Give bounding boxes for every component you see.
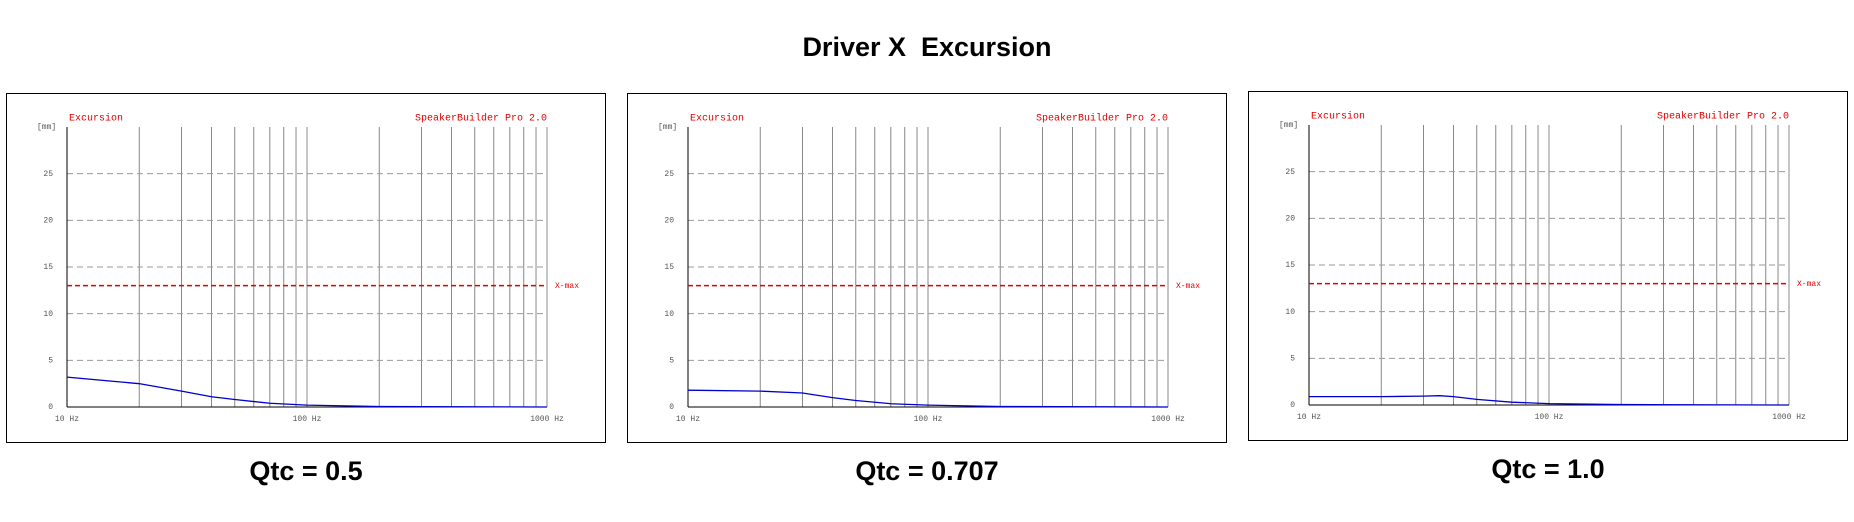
chart-subtitle: SpeakerBuilder Pro 2.0 (415, 113, 547, 125)
y-tick-label: 20 (664, 216, 674, 225)
y-tick-label: 20 (43, 216, 53, 225)
chart-title: Excursion (1311, 111, 1365, 123)
x-tick-label: 1000 Hz (1151, 415, 1185, 424)
y-tick-label: 25 (43, 170, 53, 179)
excursion-line (687, 389, 1169, 408)
y-tick-label: 10 (43, 310, 53, 319)
x-tick-label: 100 Hz (1535, 413, 1564, 422)
y-tick-label: 0 (1290, 401, 1295, 410)
y-axis-label: [mm] (37, 123, 56, 132)
x-tick-label: 100 Hz (293, 415, 322, 424)
y-tick-label: 15 (1285, 261, 1295, 270)
y-tick-label: 10 (664, 310, 674, 319)
y-tick-label: 5 (669, 356, 674, 365)
page-title: Driver X Excursion (802, 32, 1052, 62)
x-tick-label: 1000 Hz (1772, 413, 1806, 422)
chart-title: Excursion (69, 113, 123, 125)
chart-caption: Qtc = 1.0 (1491, 454, 1605, 484)
excursion-line (1309, 395, 1790, 406)
y-tick-label: 25 (1285, 168, 1295, 177)
chart: Excursion SpeakerBuilder Pro 2.0 [mm] 10 Hz… (1279, 111, 1821, 422)
y-tick-label: 15 (43, 263, 53, 272)
y-tick-label: 0 (669, 403, 674, 412)
chart-panel: Excursion SpeakerBuilder Pro 2.0 [mm] 10 Hz… (6, 93, 606, 443)
y-tick-label: 0 (48, 403, 53, 412)
excursion-line (66, 376, 548, 408)
y-axis-label: [mm] (658, 123, 677, 132)
x-tick-label: 10 Hz (676, 415, 700, 424)
x-tick-label: 1000 Hz (530, 415, 564, 424)
y-tick-label: 5 (48, 356, 53, 365)
x-max-label: X-max (1176, 282, 1200, 291)
y-tick-label: 10 (1285, 308, 1295, 317)
chart-panel: Excursion SpeakerBuilder Pro 2.0 [mm] 10 Hz… (627, 93, 1227, 443)
x-tick-label: 100 Hz (914, 415, 943, 424)
chart: Excursion SpeakerBuilder Pro 2.0 [mm] 10 Hz… (37, 113, 579, 424)
x-tick-label: 10 Hz (55, 415, 79, 424)
chart-panel: Excursion SpeakerBuilder Pro 2.0 [mm] 10 Hz… (1248, 91, 1848, 441)
y-tick-label: 25 (664, 170, 674, 179)
chart-caption: Qtc = 0.5 (249, 456, 363, 486)
chart-subtitle: SpeakerBuilder Pro 2.0 (1036, 113, 1168, 125)
y-tick-label: 15 (664, 263, 674, 272)
x-max-label: X-max (555, 282, 579, 291)
chart-caption: Qtc = 0.707 (855, 456, 999, 486)
x-tick-label: 10 Hz (1297, 413, 1321, 422)
chart: Excursion SpeakerBuilder Pro 2.0 [mm] 10 Hz… (658, 113, 1200, 424)
chart-subtitle: SpeakerBuilder Pro 2.0 (1657, 111, 1789, 123)
y-tick-label: 5 (1290, 354, 1295, 363)
y-axis-label: [mm] (1279, 121, 1298, 130)
x-max-label: X-max (1797, 280, 1821, 289)
chart-title: Excursion (690, 113, 744, 125)
y-tick-label: 20 (1285, 214, 1295, 223)
